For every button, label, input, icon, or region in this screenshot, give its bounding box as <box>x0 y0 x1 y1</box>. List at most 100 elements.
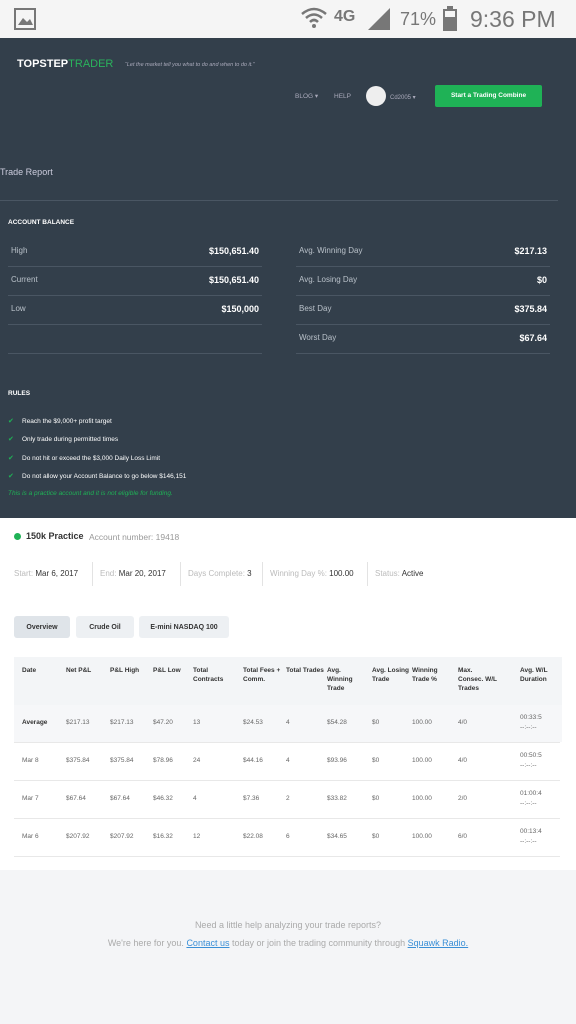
cell: Mar 6 <box>22 833 39 840</box>
nav-blog[interactable]: BLOG ▾ <box>295 93 319 100</box>
status-dot <box>14 533 21 540</box>
column-header: P&L High <box>110 667 140 674</box>
cell: $7.36 <box>243 795 260 802</box>
stat-label: Start: <box>14 569 34 578</box>
cell: 12 <box>193 833 201 840</box>
help-text: today or join the trading community thro… <box>231 938 406 948</box>
cell: $46.32 <box>153 795 173 802</box>
practice-note: This is a practice account and it is not… <box>8 490 173 497</box>
contact-link[interactable]: Contact us <box>186 938 230 948</box>
nav-help[interactable]: HELP <box>334 93 351 100</box>
cell-duration: 00:50:5 <box>520 752 542 759</box>
divider <box>296 266 550 267</box>
cell: 4/0 <box>458 757 468 764</box>
table-header-bg <box>14 657 562 705</box>
balance-value: $217.13 <box>514 246 547 256</box>
stat-label: Winning Day %: <box>270 569 327 578</box>
cell-duration: --:--:-- <box>520 762 537 769</box>
rule-item: Do not hit or exceed the $3,000 Daily Lo… <box>22 454 161 462</box>
wifi-icon <box>301 7 327 28</box>
cell: Mar 8 <box>22 757 39 764</box>
cell: $375.84 <box>66 757 90 764</box>
stat: Winning Day %: 100.00 <box>270 570 354 578</box>
help-question: Need a little help analyzing your trade … <box>194 920 382 930</box>
cell-duration: 01:00:4 <box>520 790 542 797</box>
start-combine-button[interactable]: Start a Trading Combine <box>435 85 542 107</box>
cell: 6 <box>286 833 290 840</box>
stat-label: End: <box>100 569 117 578</box>
balance-value: $150,000 <box>221 304 259 314</box>
stat-divider <box>367 562 368 586</box>
brand-accent: TRADER <box>68 58 114 70</box>
cell: $0 <box>372 719 380 726</box>
tab[interactable]: E-mini NASDAQ 100 <box>139 616 229 638</box>
cell-duration: --:--:-- <box>520 724 537 731</box>
cell: $44.16 <box>243 757 263 764</box>
cell: 24 <box>193 757 201 764</box>
column-header: Avg. Winning Trade <box>327 667 353 693</box>
cell: Mar 7 <box>22 795 39 802</box>
stat: Status: Active <box>375 570 423 578</box>
cell: 2 <box>286 795 290 802</box>
check-icon: ✔ <box>8 454 14 462</box>
rule-item: Only trade during permitted times <box>22 436 119 444</box>
cell: $24.53 <box>243 719 263 726</box>
brand: TOPSTEPTRADER <box>17 59 113 70</box>
cell: $22.08 <box>243 833 263 840</box>
help-line: We're here for you. Contact us today or … <box>0 939 576 948</box>
user-menu[interactable]: Cd2005 ▾ <box>390 95 416 101</box>
balance-label: Avg. Losing Day <box>299 275 358 284</box>
cell: 4 <box>286 757 290 764</box>
divider <box>8 295 262 296</box>
check-icon: ✔ <box>8 472 14 480</box>
stat-value: Mar 6, 2017 <box>35 569 79 578</box>
check-icon: ✔ <box>8 436 14 444</box>
cell: $0 <box>372 757 380 764</box>
report-header: TOPSTEPTRADER “Let the market tell you w… <box>0 38 576 518</box>
avatar[interactable] <box>366 86 386 106</box>
balance-label: High <box>11 246 28 255</box>
stat-label: Status: <box>375 569 400 578</box>
row-divider <box>14 742 560 743</box>
section-title: RULES <box>8 390 31 397</box>
cell: 4 <box>286 719 290 726</box>
column-header: Date <box>22 667 37 674</box>
cell: 4 <box>193 795 197 802</box>
stat-divider <box>180 562 181 586</box>
stat: Start: Mar 6, 2017 <box>14 570 78 578</box>
balance-value: $67.64 <box>519 333 547 343</box>
cell: 6/0 <box>458 833 468 840</box>
row-divider <box>14 856 560 857</box>
cell: $34.65 <box>327 833 347 840</box>
column-header: P&L Low <box>153 667 181 674</box>
stat-value: 3 <box>247 569 252 578</box>
column-header: Avg. Losing Trade <box>372 667 409 684</box>
stat-divider <box>262 562 263 586</box>
cell: $0 <box>372 833 380 840</box>
squawk-link[interactable]: Squawk Radio. <box>407 938 469 948</box>
battery-icon <box>443 6 457 31</box>
page-title: Trade Report <box>0 167 53 177</box>
stat: End: Mar 20, 2017 <box>100 570 166 578</box>
average-row-bg <box>14 705 562 742</box>
tab[interactable]: Overview <box>14 616 70 638</box>
cell: $0 <box>372 795 380 802</box>
cell-duration: 00:13:4 <box>520 828 542 835</box>
balance-label: Worst Day <box>299 333 337 342</box>
balance-value: $150,651.40 <box>208 246 259 256</box>
cell: 2/0 <box>458 795 468 802</box>
stat-label: Days Complete: <box>188 569 245 578</box>
cell: $67.64 <box>110 795 130 802</box>
balance-label: Best Day <box>299 304 332 313</box>
balance-value: $375.84 <box>514 304 547 314</box>
cell-duration: --:--:-- <box>520 800 537 807</box>
tab[interactable]: Crude Oil <box>76 616 134 638</box>
row-divider <box>14 818 560 819</box>
cell: $16.32 <box>153 833 173 840</box>
column-header: Total Contracts <box>193 667 224 684</box>
column-header: Max. Consec. W/L Trades <box>458 667 497 693</box>
tagline: “Let the market tell you what to do and … <box>125 62 255 68</box>
column-header: Total Fees + Comm. <box>243 667 281 684</box>
cell: 100.00 <box>412 757 432 764</box>
column-header: Net P&L <box>66 667 92 674</box>
